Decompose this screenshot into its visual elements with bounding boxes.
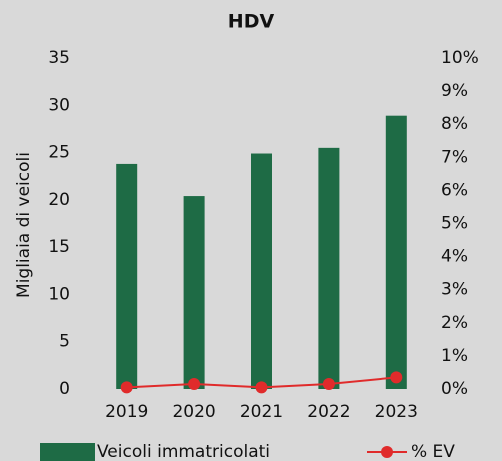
y2-tick-label: 7%: [441, 147, 468, 167]
point: [188, 378, 201, 391]
y2-tick-label: 0%: [441, 379, 468, 399]
point: [120, 381, 133, 394]
legend-label: Veicoli immatricolati: [97, 442, 270, 461]
bar: [318, 147, 340, 389]
y-tick-label: 25: [48, 143, 70, 163]
bar: [116, 163, 138, 389]
y-tick-label: 10: [48, 284, 70, 304]
legend-label: % EV: [411, 442, 455, 461]
y2-tick-label: 1%: [441, 346, 468, 366]
chart-title: HDV: [228, 11, 275, 33]
y2-tick-label: 10%: [441, 48, 479, 68]
y-axis-label: Migliaia di veicoli: [14, 152, 34, 298]
y-tick-label: 20: [48, 190, 70, 210]
y2-tick-label: 3%: [441, 280, 468, 300]
x-tick-label: 2019: [105, 402, 148, 422]
y2-tick-label: 4%: [441, 247, 468, 267]
x-tick-label: 2020: [172, 402, 215, 422]
legend-swatch: [40, 443, 95, 461]
point: [390, 371, 403, 384]
y2-tick-label: 2%: [441, 313, 468, 333]
x-tick-label: 2021: [240, 402, 283, 422]
bar: [183, 196, 205, 389]
y-tick-label: 5: [59, 332, 70, 352]
x-tick-label: 2022: [307, 402, 350, 422]
bar: [385, 115, 407, 389]
y2-tick-label: 8%: [441, 114, 468, 134]
legend-swatch: [381, 446, 393, 458]
point: [255, 381, 268, 394]
x-tick-label: 2023: [375, 402, 418, 422]
y-tick-label: 30: [48, 95, 70, 115]
y-tick-label: 15: [48, 237, 70, 257]
y-tick-label: 0: [59, 379, 70, 399]
point: [322, 378, 335, 391]
y2-tick-label: 6%: [441, 180, 468, 200]
bar: [251, 153, 272, 389]
y2-tick-label: 5%: [441, 214, 468, 234]
y2-tick-label: 9%: [441, 81, 468, 101]
y-tick-label: 35: [48, 48, 70, 68]
